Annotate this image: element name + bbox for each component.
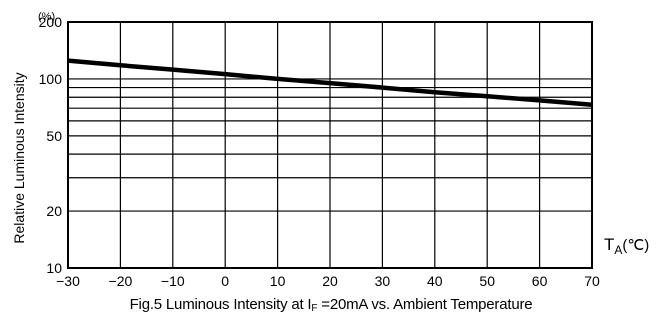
x-tick-label: 60 xyxy=(532,273,548,289)
x-tick-label: 70 xyxy=(584,273,600,289)
x-tick-label: −20 xyxy=(109,273,133,289)
x-tick-label: 30 xyxy=(375,273,391,289)
x-axis-label-sub: A xyxy=(614,243,622,257)
y-tick-label: 50 xyxy=(46,128,62,144)
grid xyxy=(67,21,593,269)
caption-text: Fig.5 Luminous Intensity at I xyxy=(129,296,312,313)
y-tick-label: 200 xyxy=(39,14,63,30)
y-axis-unit: (%) xyxy=(38,11,55,23)
x-tick-label: 10 xyxy=(270,273,286,289)
x-tick-label: 40 xyxy=(427,273,443,289)
y-tick-label: 100 xyxy=(39,71,63,87)
y-tick-label: 20 xyxy=(46,203,62,219)
x-axis-label-main: T xyxy=(604,235,614,254)
x-tick-label: −30 xyxy=(56,273,80,289)
caption-text-rest: =20mA vs. Ambient Temperature xyxy=(321,296,533,313)
x-tick-label: −10 xyxy=(161,273,185,289)
series-group xyxy=(67,58,593,108)
x-axis-label: TA(℃) xyxy=(604,235,649,257)
plot-frame xyxy=(67,21,593,269)
series-line xyxy=(67,58,593,108)
x-tick-label: 20 xyxy=(322,273,338,289)
x-tick-labels: −30 −20 −10 0 10 20 30 40 50 60 70 xyxy=(56,273,600,289)
y-axis-label: Relative Luminous Intensity xyxy=(11,72,27,243)
x-tick-label: 0 xyxy=(221,273,229,289)
caption-subscript: F xyxy=(311,303,318,314)
x-axis-label-unit: (℃) xyxy=(622,237,649,254)
x-tick-label: 50 xyxy=(479,273,495,289)
y-tick-labels: 10 20 50 100 200 xyxy=(39,14,63,276)
figure-caption: Fig.5 Luminous Intensity at IF =20mA vs.… xyxy=(0,296,662,314)
y-tick-label: 10 xyxy=(46,260,62,276)
